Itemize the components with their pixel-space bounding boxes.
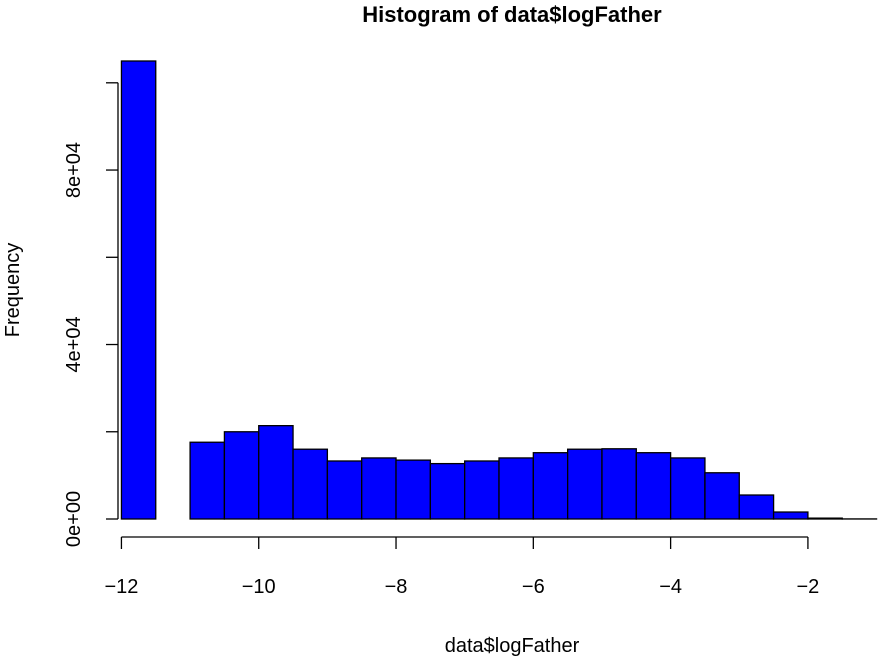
histogram-bar-16: [669, 457, 706, 520]
histogram-bar-20: [807, 517, 843, 520]
histogram-bar-3: [223, 431, 260, 520]
x-tick-label-2: −8: [385, 576, 408, 598]
histogram-bar-15: [635, 452, 672, 520]
x-tick-label-1: −10: [242, 576, 276, 598]
histogram-bar-8: [395, 459, 432, 520]
x-tick-label-5: −2: [797, 576, 820, 598]
x-tick-label-3: −6: [522, 576, 545, 598]
chart-title: Histogram of data$logFather: [362, 2, 662, 27]
histogram-bar-12: [532, 452, 569, 520]
x-axis-label: data$logFather: [445, 635, 580, 657]
y-axis: 0e+00 4e+04 8e+04: [63, 82, 119, 547]
histogram-bar-2: [189, 441, 226, 520]
histogram-bar-4: [258, 425, 294, 520]
histogram-bar-10: [464, 460, 500, 520]
histogram-bar-0: [120, 60, 157, 520]
x-tick-label-0: −12: [104, 576, 138, 598]
histogram-bar-11: [498, 457, 534, 520]
histogram-bar-19: [772, 511, 809, 520]
histogram-bar-6: [326, 460, 363, 520]
y-tick-label-0: 0e+00: [63, 491, 85, 547]
histogram-bar-5: [292, 448, 329, 520]
y-tick-label-2: 4e+04: [63, 316, 85, 372]
y-tick-label-4: 8e+04: [63, 142, 85, 198]
histogram-bars: [120, 60, 878, 520]
histogram-bar-7: [361, 457, 397, 520]
histogram-bar-14: [601, 448, 637, 520]
x-axis: −12 −10 −8 −6 −4 −2: [104, 536, 820, 598]
histogram-bar-18: [738, 494, 775, 520]
histogram-bar-17: [704, 472, 740, 520]
histogram-bar-13: [566, 448, 603, 520]
histogram-bar-9: [429, 462, 466, 520]
y-axis-label: Frequency: [2, 243, 24, 338]
x-tick-label-4: −4: [659, 576, 682, 598]
